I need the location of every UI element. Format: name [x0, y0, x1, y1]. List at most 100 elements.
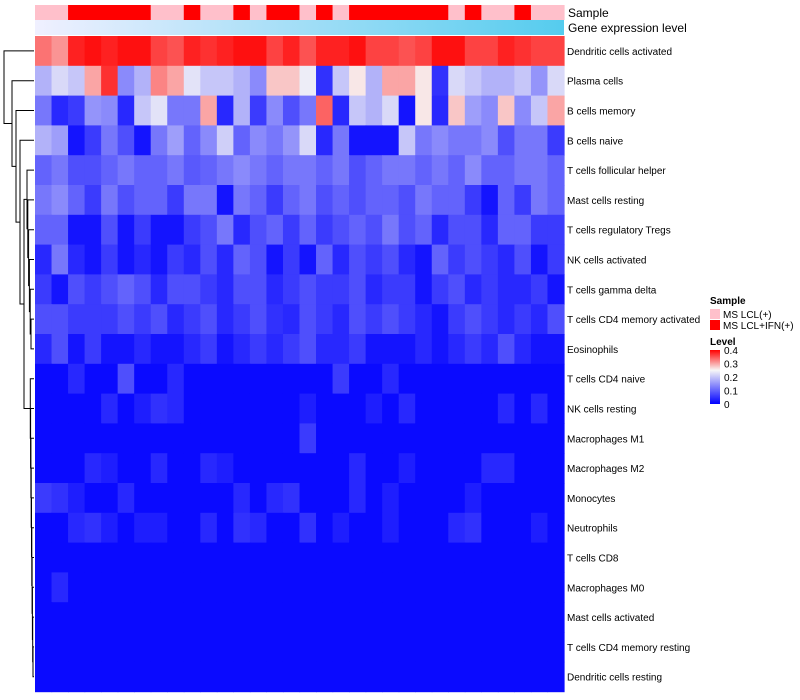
- heatmap-cell: [183, 363, 201, 395]
- heatmap-cell: [183, 632, 201, 663]
- heatmap-cell: [299, 274, 317, 305]
- row-label: NK cells activated: [567, 256, 646, 267]
- heatmap-cell: [464, 274, 482, 305]
- heatmap-cell: [497, 393, 516, 424]
- heatmap-cell: [183, 393, 201, 424]
- heatmap-cell: [200, 483, 218, 514]
- heatmap-cell: [349, 214, 367, 246]
- heatmap-cell: [398, 95, 416, 126]
- heatmap-cell: [282, 95, 301, 126]
- heatmap-cell: [233, 36, 251, 67]
- heatmap-cell: [530, 542, 549, 573]
- heatmap-cell: [547, 244, 565, 275]
- heatmap-cell: [514, 125, 532, 156]
- heatmap-cell: [547, 125, 565, 156]
- heatmap-cell: [332, 423, 350, 454]
- heatmap-cell: [51, 214, 69, 246]
- heatmap-cells: [35, 36, 565, 693]
- heatmap-cell: [365, 95, 383, 126]
- sample-annotation-cell: [216, 5, 234, 20]
- heatmap-cell: [282, 423, 301, 454]
- row-label: Macrophages M0: [567, 583, 645, 594]
- sample-annotation-cell: [35, 5, 53, 20]
- heatmap-cell: [84, 393, 102, 424]
- heatmap-cell: [282, 512, 301, 544]
- heatmap-cell: [51, 95, 69, 126]
- heatmap-cell: [150, 632, 168, 663]
- heatmap-cell: [316, 483, 334, 514]
- heatmap-cell: [35, 125, 53, 156]
- heatmap-cell: [398, 65, 416, 97]
- heatmap-cell: [68, 453, 86, 484]
- heatmap-cell: [299, 334, 317, 365]
- heatmap-cell: [349, 572, 367, 603]
- heatmap-cell: [415, 661, 433, 693]
- heatmap-cell: [134, 453, 152, 484]
- heatmap-cell: [332, 244, 350, 275]
- heatmap-cell: [481, 155, 499, 186]
- heatmap-cell: [398, 572, 416, 603]
- row-label: T cells gamma delta: [567, 285, 657, 296]
- heatmap-cell: [448, 363, 466, 395]
- heatmap-cell: [282, 125, 301, 156]
- heatmap-cell: [349, 65, 367, 97]
- heatmap-cell: [299, 363, 317, 395]
- heatmap-cell: [200, 453, 218, 484]
- row-label: Macrophages M1: [567, 434, 645, 445]
- heatmap-cell: [415, 214, 433, 246]
- sample-annotation-cell: [530, 5, 549, 20]
- heatmap-cell: [84, 572, 102, 603]
- heatmap-cell: [101, 423, 119, 454]
- heatmap-cell: [332, 334, 350, 365]
- heatmap-cell: [200, 185, 218, 216]
- heatmap-cell: [35, 393, 53, 424]
- heatmap-cell: [398, 214, 416, 246]
- heatmap-cell: [117, 274, 135, 305]
- heatmap-cell: [150, 423, 168, 454]
- heatmap-cell: [514, 602, 532, 633]
- heatmap-cell: [514, 65, 532, 97]
- heatmap-cell: [101, 632, 119, 663]
- heatmap-cell: [349, 512, 367, 544]
- heatmap-cell: [249, 155, 268, 186]
- heatmap-cell: [316, 572, 334, 603]
- heatmap-cell: [530, 363, 549, 395]
- heatmap-cell: [84, 512, 102, 544]
- heatmap-cell: [464, 572, 482, 603]
- heatmap-cell: [365, 274, 383, 305]
- heatmap-cell: [68, 214, 86, 246]
- heatmap-cell: [497, 155, 516, 186]
- heatmap-cell: [332, 512, 350, 544]
- heatmap-cell: [101, 334, 119, 365]
- heatmap-cell: [68, 95, 86, 126]
- heatmap-cell: [349, 602, 367, 633]
- heatmap-cell: [134, 483, 152, 514]
- heatmap-cell: [282, 334, 301, 365]
- heatmap-cell: [183, 334, 201, 365]
- heatmap-cell: [117, 185, 135, 216]
- heatmap-cell: [35, 632, 53, 663]
- heatmap-cell: [547, 363, 565, 395]
- heatmap-cell: [282, 304, 301, 335]
- heatmap-cell: [332, 36, 350, 67]
- heatmap-cell: [332, 453, 350, 484]
- heatmap-cell: [183, 65, 201, 97]
- sample-annotation-cell: [117, 5, 135, 20]
- heatmap-cell: [233, 542, 251, 573]
- heatmap-cell: [299, 36, 317, 67]
- heatmap-cell: [481, 95, 499, 126]
- heatmap-cell: [183, 483, 201, 514]
- heatmap-cell: [365, 65, 383, 97]
- heatmap-cell: [530, 185, 549, 216]
- heatmap-cell: [200, 274, 218, 305]
- heatmap-cell: [200, 155, 218, 186]
- heatmap-cell: [282, 542, 301, 573]
- heatmap-cell: [497, 632, 516, 663]
- heatmap-cell: [68, 542, 86, 573]
- heatmap-cell: [216, 602, 234, 633]
- heatmap-cell: [431, 393, 449, 424]
- dendrogram-branch: [11, 80, 34, 167]
- heatmap-cell: [530, 423, 549, 454]
- heatmap-cell: [84, 36, 102, 67]
- heatmap-cell: [84, 95, 102, 126]
